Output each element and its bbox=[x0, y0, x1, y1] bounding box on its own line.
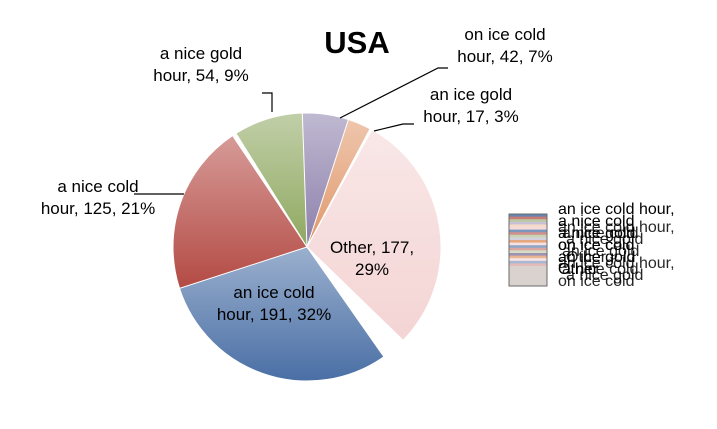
legend-swatch-band bbox=[509, 219, 547, 223]
data-label-2: a nice gold hour, 54, 9% bbox=[153, 44, 248, 85]
pie-slices bbox=[172, 112, 442, 382]
legend-swatch-band bbox=[509, 242, 547, 246]
legend-entry-overlap: a nice gold bbox=[566, 267, 643, 284]
legend-swatch-band bbox=[509, 263, 547, 267]
pie-slice-Other bbox=[306, 129, 442, 342]
legend-entry-overlap: on ice cold bbox=[558, 273, 635, 290]
legend-swatch-band bbox=[509, 214, 547, 217]
legend-swatch-band bbox=[509, 232, 547, 236]
data-label-5: Other, 177, 29% bbox=[330, 238, 414, 279]
legend-entry-overlap: on ice cold bbox=[558, 237, 635, 254]
legend-swatch-band bbox=[509, 240, 547, 243]
legend-swatch-band bbox=[509, 229, 547, 233]
legend-swatch-band bbox=[509, 255, 547, 259]
legend-swatch-band bbox=[509, 237, 547, 241]
data-label-1: a nice cold hour, 125, 21% bbox=[41, 177, 155, 218]
legend-swatch-stack bbox=[508, 213, 548, 287]
legend-swatch-band bbox=[509, 250, 547, 254]
data-label-3: on ice cold hour, 42, 7% bbox=[457, 25, 552, 66]
leader-line-a-nice-gold bbox=[262, 92, 273, 112]
legend-entry-overlap: an ice gold bbox=[562, 243, 639, 260]
data-label-0: an ice cold hour, 191, 32% bbox=[217, 283, 331, 324]
legend-swatch-band bbox=[509, 245, 547, 249]
leader-line-an-ice-gold bbox=[373, 123, 414, 132]
legend-swatch-band bbox=[509, 224, 547, 228]
legend-entry-5: Other bbox=[558, 261, 599, 278]
leader-lines bbox=[134, 67, 448, 195]
data-label-4: an ice gold hour, 17, 3% bbox=[423, 85, 518, 126]
legend-swatch-band bbox=[509, 266, 547, 286]
pie-slice-an-ice-gold-hour bbox=[306, 118, 371, 248]
legend-swatch-band bbox=[509, 260, 547, 264]
legend-entry-overlap: a nice cold bbox=[562, 261, 639, 278]
legend-entry-1: a nice cold bbox=[558, 213, 635, 230]
legend-swatch-band bbox=[509, 234, 547, 238]
leader-line-on-ice-cold bbox=[339, 67, 448, 119]
legend-swatch-band bbox=[509, 247, 547, 251]
pie-slice-an-ice-cold-hour bbox=[175, 246, 385, 382]
legend-swatch-band bbox=[509, 221, 547, 225]
legend-entry-overlap: a nice cold bbox=[562, 225, 639, 242]
legend-entry-2: a nice gold bbox=[558, 225, 635, 242]
slice-labels: an ice cold hour, 191, 32% a nice cold hour… bbox=[41, 25, 553, 324]
legend-entry-overlap: an ice cold hour, bbox=[558, 219, 675, 236]
legend-entry-0: an ice cold hour, bbox=[558, 201, 675, 218]
legend-entry-overlap: an ice cold hour, bbox=[558, 255, 675, 272]
legend-entry-3: on ice cold bbox=[558, 237, 635, 254]
legend-swatch-band bbox=[509, 216, 547, 220]
pie-slice-a-nice-cold-hour bbox=[172, 134, 308, 290]
legend-swatch-band bbox=[509, 227, 547, 230]
chart-title: USA bbox=[324, 25, 389, 60]
legend-swatch-band bbox=[509, 258, 547, 262]
legend-swatch-band bbox=[509, 253, 547, 256]
legend-entry-overlap: a nice gold bbox=[566, 231, 643, 248]
legend-entry-overlap: Other bbox=[566, 249, 607, 266]
legend-entry-4: an ice gold bbox=[558, 249, 635, 266]
